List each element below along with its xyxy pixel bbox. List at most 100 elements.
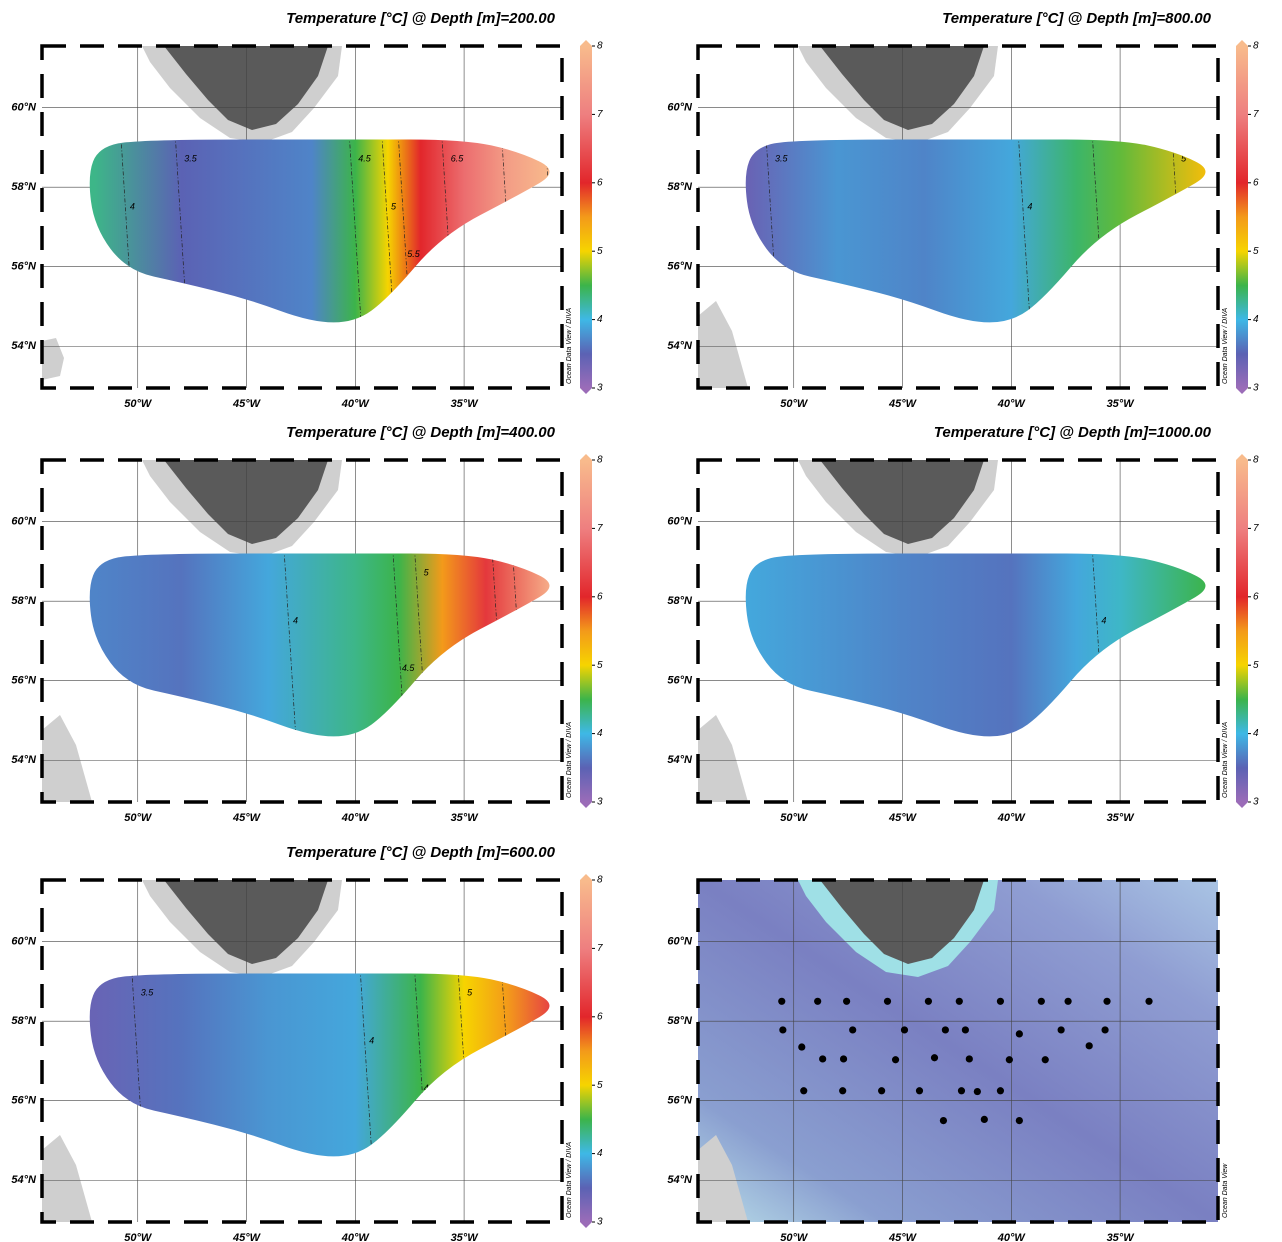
station — [940, 1117, 947, 1124]
station — [962, 1026, 969, 1033]
contour-label: 4 — [1101, 615, 1106, 625]
colorbar-tick-label: 6 — [1253, 591, 1259, 602]
y-tick-label: 60°N — [11, 516, 37, 528]
colorbar-end — [580, 802, 592, 808]
colorbar-tick-label: 6 — [597, 1011, 603, 1022]
station — [800, 1087, 807, 1094]
colorbar-tick-label: 6 — [597, 591, 603, 602]
colorbar-tick-label: 5 — [597, 660, 603, 671]
contour-label: 3.5 — [184, 154, 198, 164]
map-area: 4 — [698, 460, 1218, 802]
station — [1042, 1056, 1049, 1063]
watermark: Ocean Data View — [1222, 1163, 1229, 1218]
colorbar-tick-label: 8 — [1253, 455, 1259, 466]
y-tick-label: 60°N — [667, 516, 693, 528]
colorbar-tick-label: 8 — [597, 455, 603, 466]
y-tick-label: 58°N — [667, 181, 693, 193]
colorbar-end — [580, 1222, 592, 1228]
station — [981, 1116, 988, 1123]
x-tick-label: 45°W — [888, 398, 918, 410]
colorbar-tick-label: 7 — [597, 109, 603, 120]
panel-title: Temperature [°C] @ Depth [m]=400.00 — [286, 424, 556, 441]
y-tick-label: 56°N — [667, 675, 693, 687]
station — [958, 1087, 965, 1094]
station — [1006, 1056, 1013, 1063]
y-tick-label: 54°N — [667, 754, 693, 766]
y-tick-label: 58°N — [11, 181, 37, 193]
map-panel: 3.544.555.550°W45°W40°W35°W54°N56°N58°N6… — [11, 844, 603, 1242]
station — [1103, 998, 1110, 1005]
watermark: Ocean Data View / DIVA — [566, 1142, 573, 1218]
y-tick-label: 60°N — [667, 936, 693, 948]
figure: 4.555.56.57.583.5450°W45°W40°W35°W54°N56… — [0, 0, 1282, 1242]
y-tick-label: 54°N — [11, 754, 37, 766]
x-tick-label: 35°W — [451, 398, 480, 410]
colorbar-end — [1236, 388, 1248, 394]
station — [916, 1087, 923, 1094]
colorbar-tick-label: 3 — [597, 383, 603, 394]
y-tick-label: 60°N — [667, 102, 693, 114]
map-area: 4.555.56.57.583.54 — [42, 46, 562, 388]
colorbar-tick-label: 4 — [1253, 314, 1259, 325]
station — [840, 1055, 847, 1062]
x-tick-label: 45°W — [232, 1232, 262, 1242]
x-tick-label: 40°W — [341, 398, 371, 410]
colorbar-end — [580, 388, 592, 394]
x-tick-label: 50°W — [124, 398, 153, 410]
colorbar-tick-label: 5 — [597, 1080, 603, 1091]
map-panel: 4.555.56.57.583.5450°W45°W40°W35°W54°N56… — [11, 10, 603, 410]
station — [956, 998, 963, 1005]
x-tick-label: 40°W — [997, 398, 1027, 410]
x-tick-label: 35°W — [451, 812, 480, 824]
watermark: Ocean Data View / DIVA — [1222, 308, 1229, 384]
colorbar — [580, 880, 592, 1222]
map-area: 3.544.555.5 — [42, 880, 562, 1222]
watermark: Ocean Data View / DIVA — [1222, 722, 1229, 798]
station — [798, 1043, 805, 1050]
contour-label: 3.5 — [775, 154, 789, 164]
y-tick-label: 56°N — [667, 261, 693, 273]
x-tick-label: 50°W — [124, 812, 153, 824]
colorbar-end — [1236, 454, 1248, 460]
contour-label: 5.5 — [407, 249, 421, 259]
station — [1038, 998, 1045, 1005]
contour-label: 4 — [369, 1035, 374, 1045]
y-tick-label: 54°N — [667, 1174, 693, 1186]
colorbar-tick-label: 7 — [597, 943, 603, 954]
y-tick-label: 56°N — [11, 1095, 37, 1107]
x-tick-label: 35°W — [451, 1232, 480, 1242]
panel-title: Temperature [°C] @ Depth [m]=1000.00 — [934, 424, 1212, 441]
station — [839, 1087, 846, 1094]
y-tick-label: 56°N — [667, 1095, 693, 1107]
x-tick-label: 45°W — [232, 812, 262, 824]
station — [997, 998, 1004, 1005]
station — [1064, 998, 1071, 1005]
x-tick-label: 50°W — [780, 812, 809, 824]
x-tick-label: 35°W — [1107, 398, 1136, 410]
y-tick-label: 58°N — [667, 595, 693, 607]
y-tick-label: 58°N — [11, 595, 37, 607]
y-tick-label: 56°N — [11, 261, 37, 273]
y-tick-label: 54°N — [11, 340, 37, 352]
station — [901, 1026, 908, 1033]
colorbar-tick-label: 5 — [597, 246, 603, 257]
colorbar-tick-label: 8 — [597, 41, 603, 52]
x-tick-label: 45°W — [888, 1232, 918, 1242]
x-tick-label: 40°W — [341, 812, 371, 824]
colorbar-tick-label: 3 — [1253, 383, 1259, 394]
colorbar-end — [580, 874, 592, 880]
y-tick-label: 60°N — [11, 936, 37, 948]
colorbar-tick-label: 8 — [1253, 41, 1259, 52]
station — [819, 1055, 826, 1062]
watermark: Ocean Data View / DIVA — [566, 308, 573, 384]
colorbar-tick-label: 6 — [597, 177, 603, 188]
colorbar-tick-label: 8 — [597, 875, 603, 886]
station — [1086, 1042, 1093, 1049]
map-area — [698, 880, 1218, 1222]
colorbar-tick-label: 7 — [1253, 523, 1259, 534]
contour-label: 4.5 — [402, 663, 416, 673]
contour-label: 6.5 — [451, 154, 465, 164]
contour-label: 3.5 — [141, 988, 155, 998]
